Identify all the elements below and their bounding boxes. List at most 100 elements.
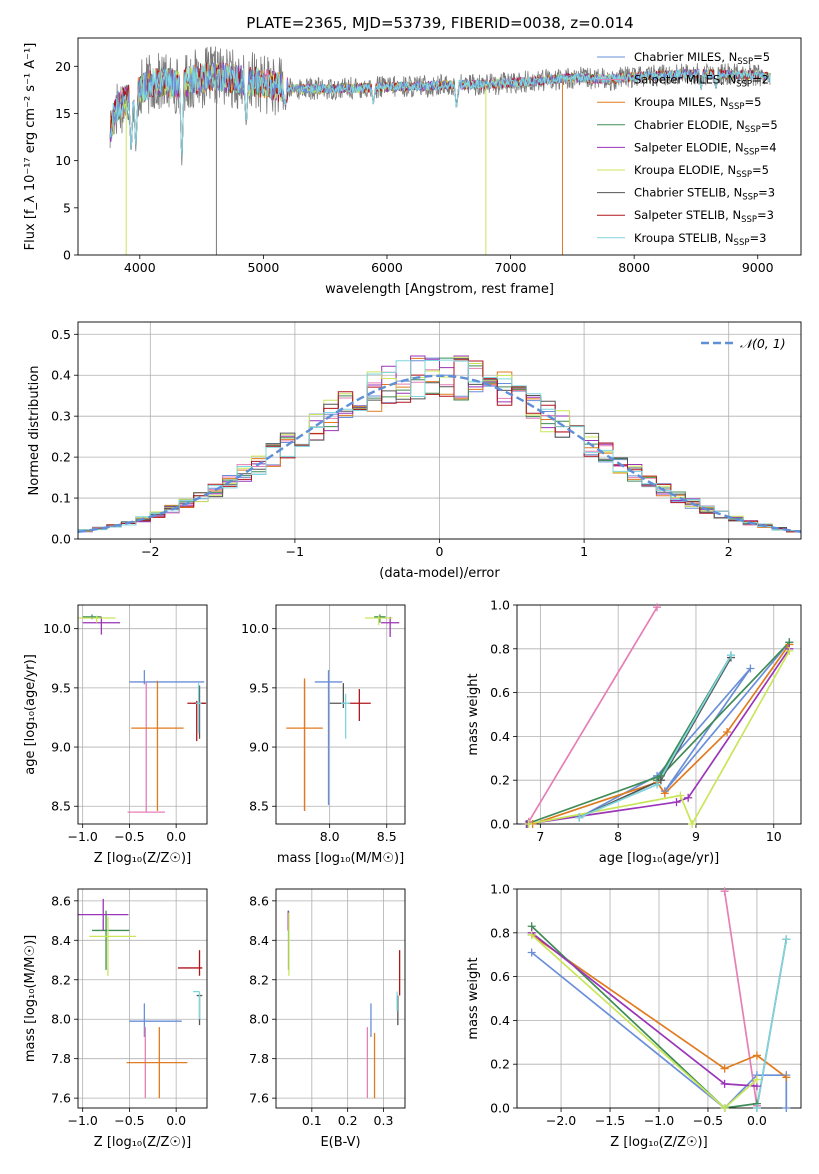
spectrum-line-kroupa-stelib <box>109 63 771 157</box>
mass-weight-marker <box>746 664 755 673</box>
legend-label-tail: =2 <box>752 73 769 87</box>
y-tick-label: 9.0 <box>249 740 269 755</box>
y-tick-label: 0.5 <box>51 327 71 342</box>
y-tick-label: 8.5 <box>51 799 71 814</box>
histogram-legend: 𝒩(0, 1) <box>701 336 786 351</box>
x-axis-label: age [log₁₀(age/yr)] <box>599 851 720 866</box>
x-tick-label: 7000 <box>495 260 527 275</box>
y-tick-label: 9.5 <box>51 680 71 695</box>
panel-mass-vs-Z: −1.0 −0.5 0.0 7.6 7.8 8.0 8.2 8.4 8.6 Z [log₁₀(Z/… <box>23 888 208 1150</box>
mass-weight-marker <box>653 780 662 789</box>
y-axis-label: mass weight <box>466 673 481 755</box>
y-tick-label: 7.6 <box>249 1091 269 1106</box>
panel-age-vs-Z: −1.0 −0.5 0.0 8.5 9.0 9.5 10.0 Z [log₁₀(Z/Z☉)] a… <box>23 604 208 866</box>
mass-weight-marker <box>660 789 669 798</box>
legend-label: Kroupa ELODIE, NSSP=5 <box>634 163 769 180</box>
legend-label-sub: SSP <box>729 102 745 112</box>
y-tick-label: 8.6 <box>51 893 71 908</box>
legend-label-main: Salpeter STELIB, N <box>634 208 741 222</box>
plot-area <box>109 46 771 255</box>
y-tick-label: 0.6 <box>490 969 510 984</box>
x-axis-label: Z [log₁₀(Z/Z☉)] <box>94 851 191 866</box>
mass-weight-marker <box>575 813 584 822</box>
legend-label: 𝒩(0, 1) <box>740 336 786 351</box>
legend-label: Salpeter MILES, NSSP=2 <box>634 73 769 90</box>
x-tick-label: 5000 <box>247 260 279 275</box>
y-tick-label: 0.1 <box>51 491 71 506</box>
legend-label-main: Kroupa ELODIE, N <box>634 163 736 177</box>
legend-label-main: Salpeter ELODIE, N <box>634 140 744 154</box>
legend-label: Chabrier MILES, NSSP=5 <box>634 50 770 67</box>
x-tick-label: 10 <box>766 829 782 844</box>
legend-label-main: Salpeter MILES, N <box>634 73 736 87</box>
mass-weight-marker <box>723 728 732 737</box>
y-tick-label: 0.8 <box>490 641 510 656</box>
legend-label-sub: SSP <box>744 147 760 157</box>
mass-weight-marker <box>720 1104 729 1112</box>
mass-weight-marker <box>656 776 665 785</box>
x-axis-label: mass [log₁₀(M/M☉)] <box>277 851 404 866</box>
x-tick-label: −1.0 <box>644 1113 674 1128</box>
legend-label-sub: SSP <box>742 193 758 203</box>
mass-weight-marker <box>785 646 794 655</box>
y-tick-label: 8.0 <box>51 1012 71 1027</box>
mass-weight-line-chabrier-elodie <box>531 925 758 1108</box>
x-tick-label: 2 <box>725 544 733 559</box>
y-tick-label: 0.8 <box>490 925 510 940</box>
x-tick-label: 7 <box>536 829 544 844</box>
x-tick-label: 0.0 <box>166 829 186 844</box>
legend-label-tail: =4 <box>760 140 777 154</box>
y-tick-label: 7.8 <box>51 1051 71 1066</box>
panel-mass-weight-vs-Z: −2.0 −1.5 −1.0 −0.5 0.0 0.0 0.2 0.4 0.6 0.8 1.0 Z [… <box>466 882 802 1150</box>
x-tick-label: −1.0 <box>67 829 97 844</box>
x-tick-label: 0.0 <box>166 1113 186 1128</box>
mass-weight-marker <box>782 1073 791 1082</box>
panel-spectrum: 4000 5000 6000 7000 8000 9000 0 5 10 15 20 waveleng… <box>23 37 802 297</box>
y-tick-label: 0.2 <box>490 1057 510 1072</box>
plot-area <box>526 606 791 824</box>
y-tick-label: 8.4 <box>51 933 71 948</box>
legend-label: Chabrier STELIB, NSSP=3 <box>634 186 775 203</box>
x-tick-label: 8.5 <box>377 829 397 844</box>
legend-label: Salpeter STELIB, NSSP=3 <box>634 208 774 225</box>
mass-weight-marker <box>720 1064 729 1073</box>
y-axis-label: Normed distribution <box>27 366 42 496</box>
x-axis-label: Z [log₁₀(Z/Z☉)] <box>94 1135 191 1150</box>
x-tick-label: −0.5 <box>114 829 144 844</box>
x-tick-label: −2 <box>141 544 159 559</box>
legend-label-sub: SSP <box>745 125 761 135</box>
y-tick-label: 0.3 <box>51 409 71 424</box>
mass-weight-marker <box>720 887 729 896</box>
axes-frame <box>516 604 802 825</box>
axes-frame <box>77 888 208 1109</box>
mass-weight-marker <box>527 948 536 957</box>
panel-residual-histogram: −2 −1 0 1 2 0.0 0.1 0.2 0.3 0.4 0.5 (data-model)/er… <box>27 321 802 581</box>
legend-label-tail: =3 <box>757 208 774 222</box>
y-tick-label: 1.0 <box>490 882 510 897</box>
mass-weight-line-salpeter-miles <box>723 891 758 1106</box>
panel-mass-weight-vs-age: 7 8 9 10 0.0 0.2 0.4 0.6 0.8 1.0 age [log₁₀(age/yr… <box>466 598 802 866</box>
y-axis-label: age [log₁₀(age/yr)] <box>23 654 38 775</box>
mass-weight-marker <box>524 820 533 828</box>
plot-area <box>78 614 207 813</box>
y-tick-label: 0.2 <box>490 773 510 788</box>
y-tick-label: 9.0 <box>51 740 71 755</box>
mass-weight-marker <box>782 1104 791 1112</box>
y-tick-label: 10 <box>55 153 71 168</box>
x-tick-label: −2.0 <box>546 1113 576 1128</box>
legend-label-sub: SSP <box>736 170 752 180</box>
mass-weight-marker <box>752 1075 761 1084</box>
mass-weight-line-kroupa-elodie <box>528 650 791 824</box>
x-axis-label: Z [log₁₀(Z/Z☉)] <box>610 1135 707 1150</box>
y-tick-label: 15 <box>55 106 71 121</box>
x-tick-label: −0.5 <box>114 1113 144 1128</box>
mass-weight-marker <box>684 793 693 802</box>
legend-label-main: Chabrier MILES, N <box>634 50 737 64</box>
plot-area <box>78 355 801 535</box>
y-tick-label: 8.0 <box>249 1012 269 1027</box>
mass-weight-line-kroupa-elodie <box>531 934 758 1108</box>
spectrum-line-chabrier-miles <box>109 61 771 157</box>
y-tick-label: 0.6 <box>490 685 510 700</box>
x-tick-label: 4000 <box>124 260 156 275</box>
